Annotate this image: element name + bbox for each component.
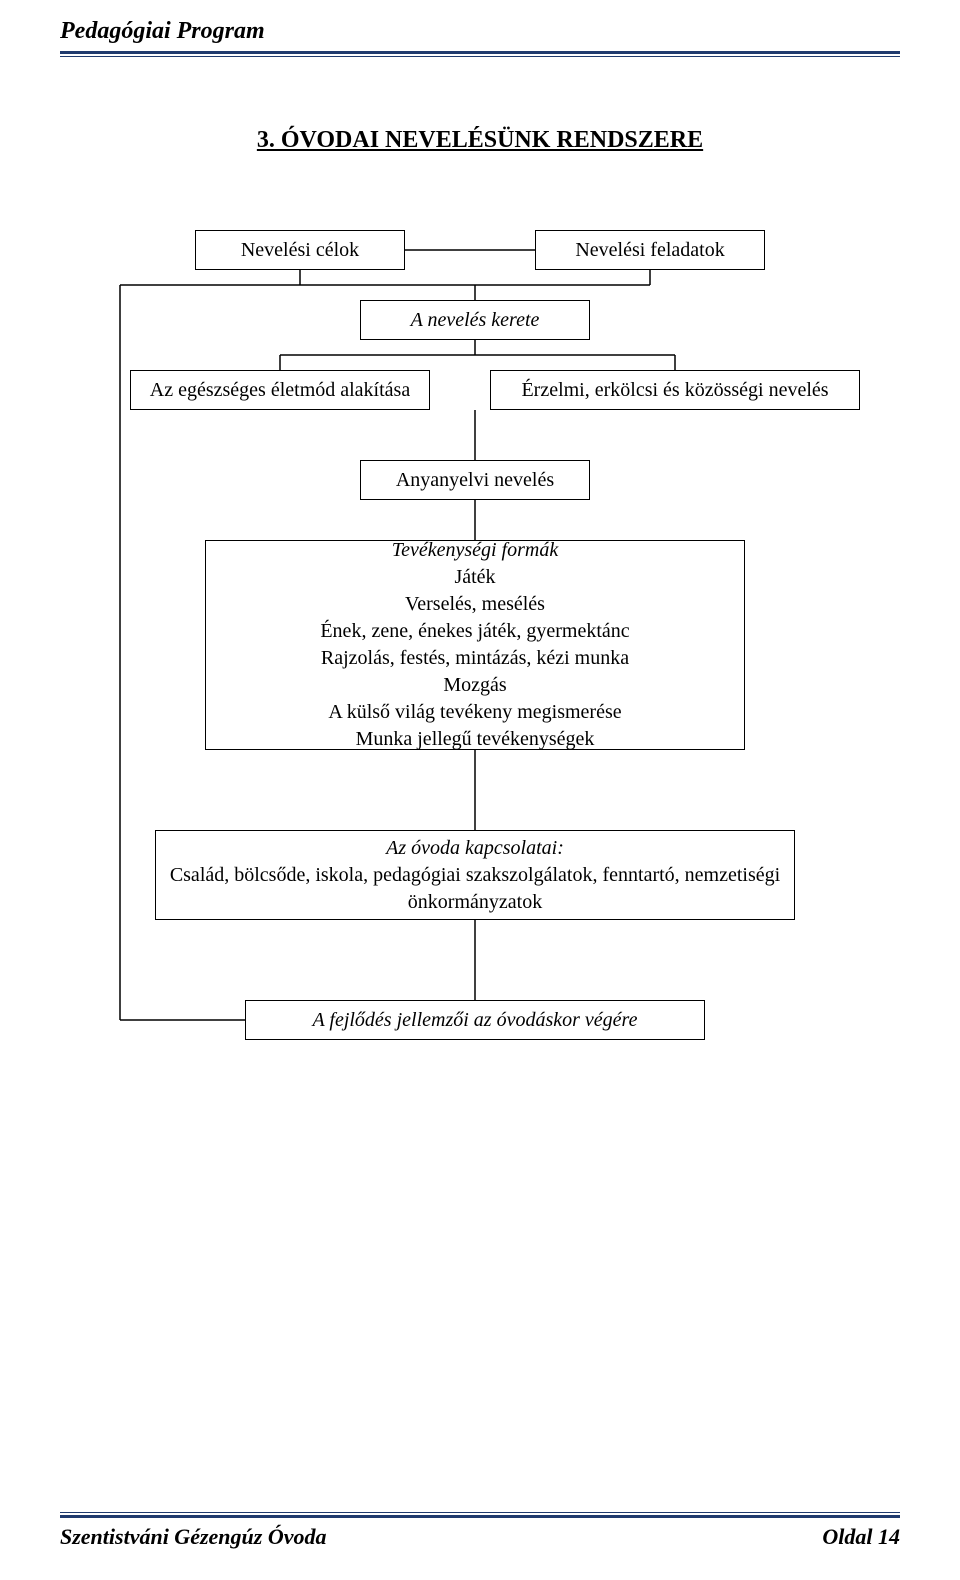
box-line: A külső világ tevékeny megismerése xyxy=(328,699,621,726)
box-label: Anyanyelvi nevelés xyxy=(396,467,554,494)
page-footer: Szentistváni Gézengúz Óvoda Oldal 14 xyxy=(60,1512,900,1550)
page-header: Pedagógiai Program xyxy=(60,0,900,57)
box-line: Munka jellegű tevékenységek xyxy=(356,726,595,753)
box-nevelesi-celok: Nevelési célok xyxy=(195,230,405,270)
header-rule xyxy=(60,51,900,57)
box-label: Érzelmi, erkölcsi és közösségi nevelés xyxy=(521,377,828,404)
box-line: Verselés, mesélés xyxy=(405,591,545,618)
box-label: A fejlődés jellemzői az óvodáskor végére xyxy=(313,1007,638,1034)
box-anyanyelvi-neveles: Anyanyelvi nevelés xyxy=(360,460,590,500)
box-tevekenysegi-formak: Tevékenységi formák Játék Verselés, mesé… xyxy=(205,540,745,750)
box-label: A nevelés kerete xyxy=(411,307,540,334)
box-nevelesi-feladatok: Nevelési feladatok xyxy=(535,230,765,270)
flowchart-diagram: Nevelési célok Nevelési feladatok A neve… xyxy=(60,230,900,1130)
box-egeszseges-eletmod: Az egészséges életmód alakítása xyxy=(130,370,430,410)
box-line: Ének, zene, énekes játék, gyermektánc xyxy=(320,618,629,645)
footer-left: Szentistváni Gézengúz Óvoda xyxy=(60,1524,326,1550)
box-line: Család, bölcsőde, iskola, pedagógiai sza… xyxy=(170,862,780,889)
box-label: Nevelési célok xyxy=(241,237,359,264)
box-line: Rajzolás, festés, mintázás, kézi munka xyxy=(321,645,629,672)
box-line: önkormányzatok xyxy=(408,889,542,916)
box-label: Nevelési feladatok xyxy=(575,237,724,264)
header-title: Pedagógiai Program xyxy=(60,18,900,45)
box-line: Mozgás xyxy=(443,672,506,699)
footer-right: Oldal 14 xyxy=(822,1524,900,1550)
footer-rule xyxy=(60,1512,900,1524)
box-line: Játék xyxy=(454,564,495,591)
box-fejlodes-jellemzoi: A fejlődés jellemzői az óvodáskor végére xyxy=(245,1000,705,1040)
box-label: Az egészséges életmód alakítása xyxy=(150,377,410,404)
box-ovoda-kapcsolatai: Az óvoda kapcsolatai: Család, bölcsőde, … xyxy=(155,830,795,920)
section-title: 3. ÓVODAI NEVELÉSÜNK RENDSZERE xyxy=(60,127,900,154)
box-title: Tevékenységi formák xyxy=(392,537,558,564)
box-title: Az óvoda kapcsolatai: xyxy=(386,835,564,862)
box-erzelmi-neveles: Érzelmi, erkölcsi és közösségi nevelés xyxy=(490,370,860,410)
box-neveles-kerete: A nevelés kerete xyxy=(360,300,590,340)
